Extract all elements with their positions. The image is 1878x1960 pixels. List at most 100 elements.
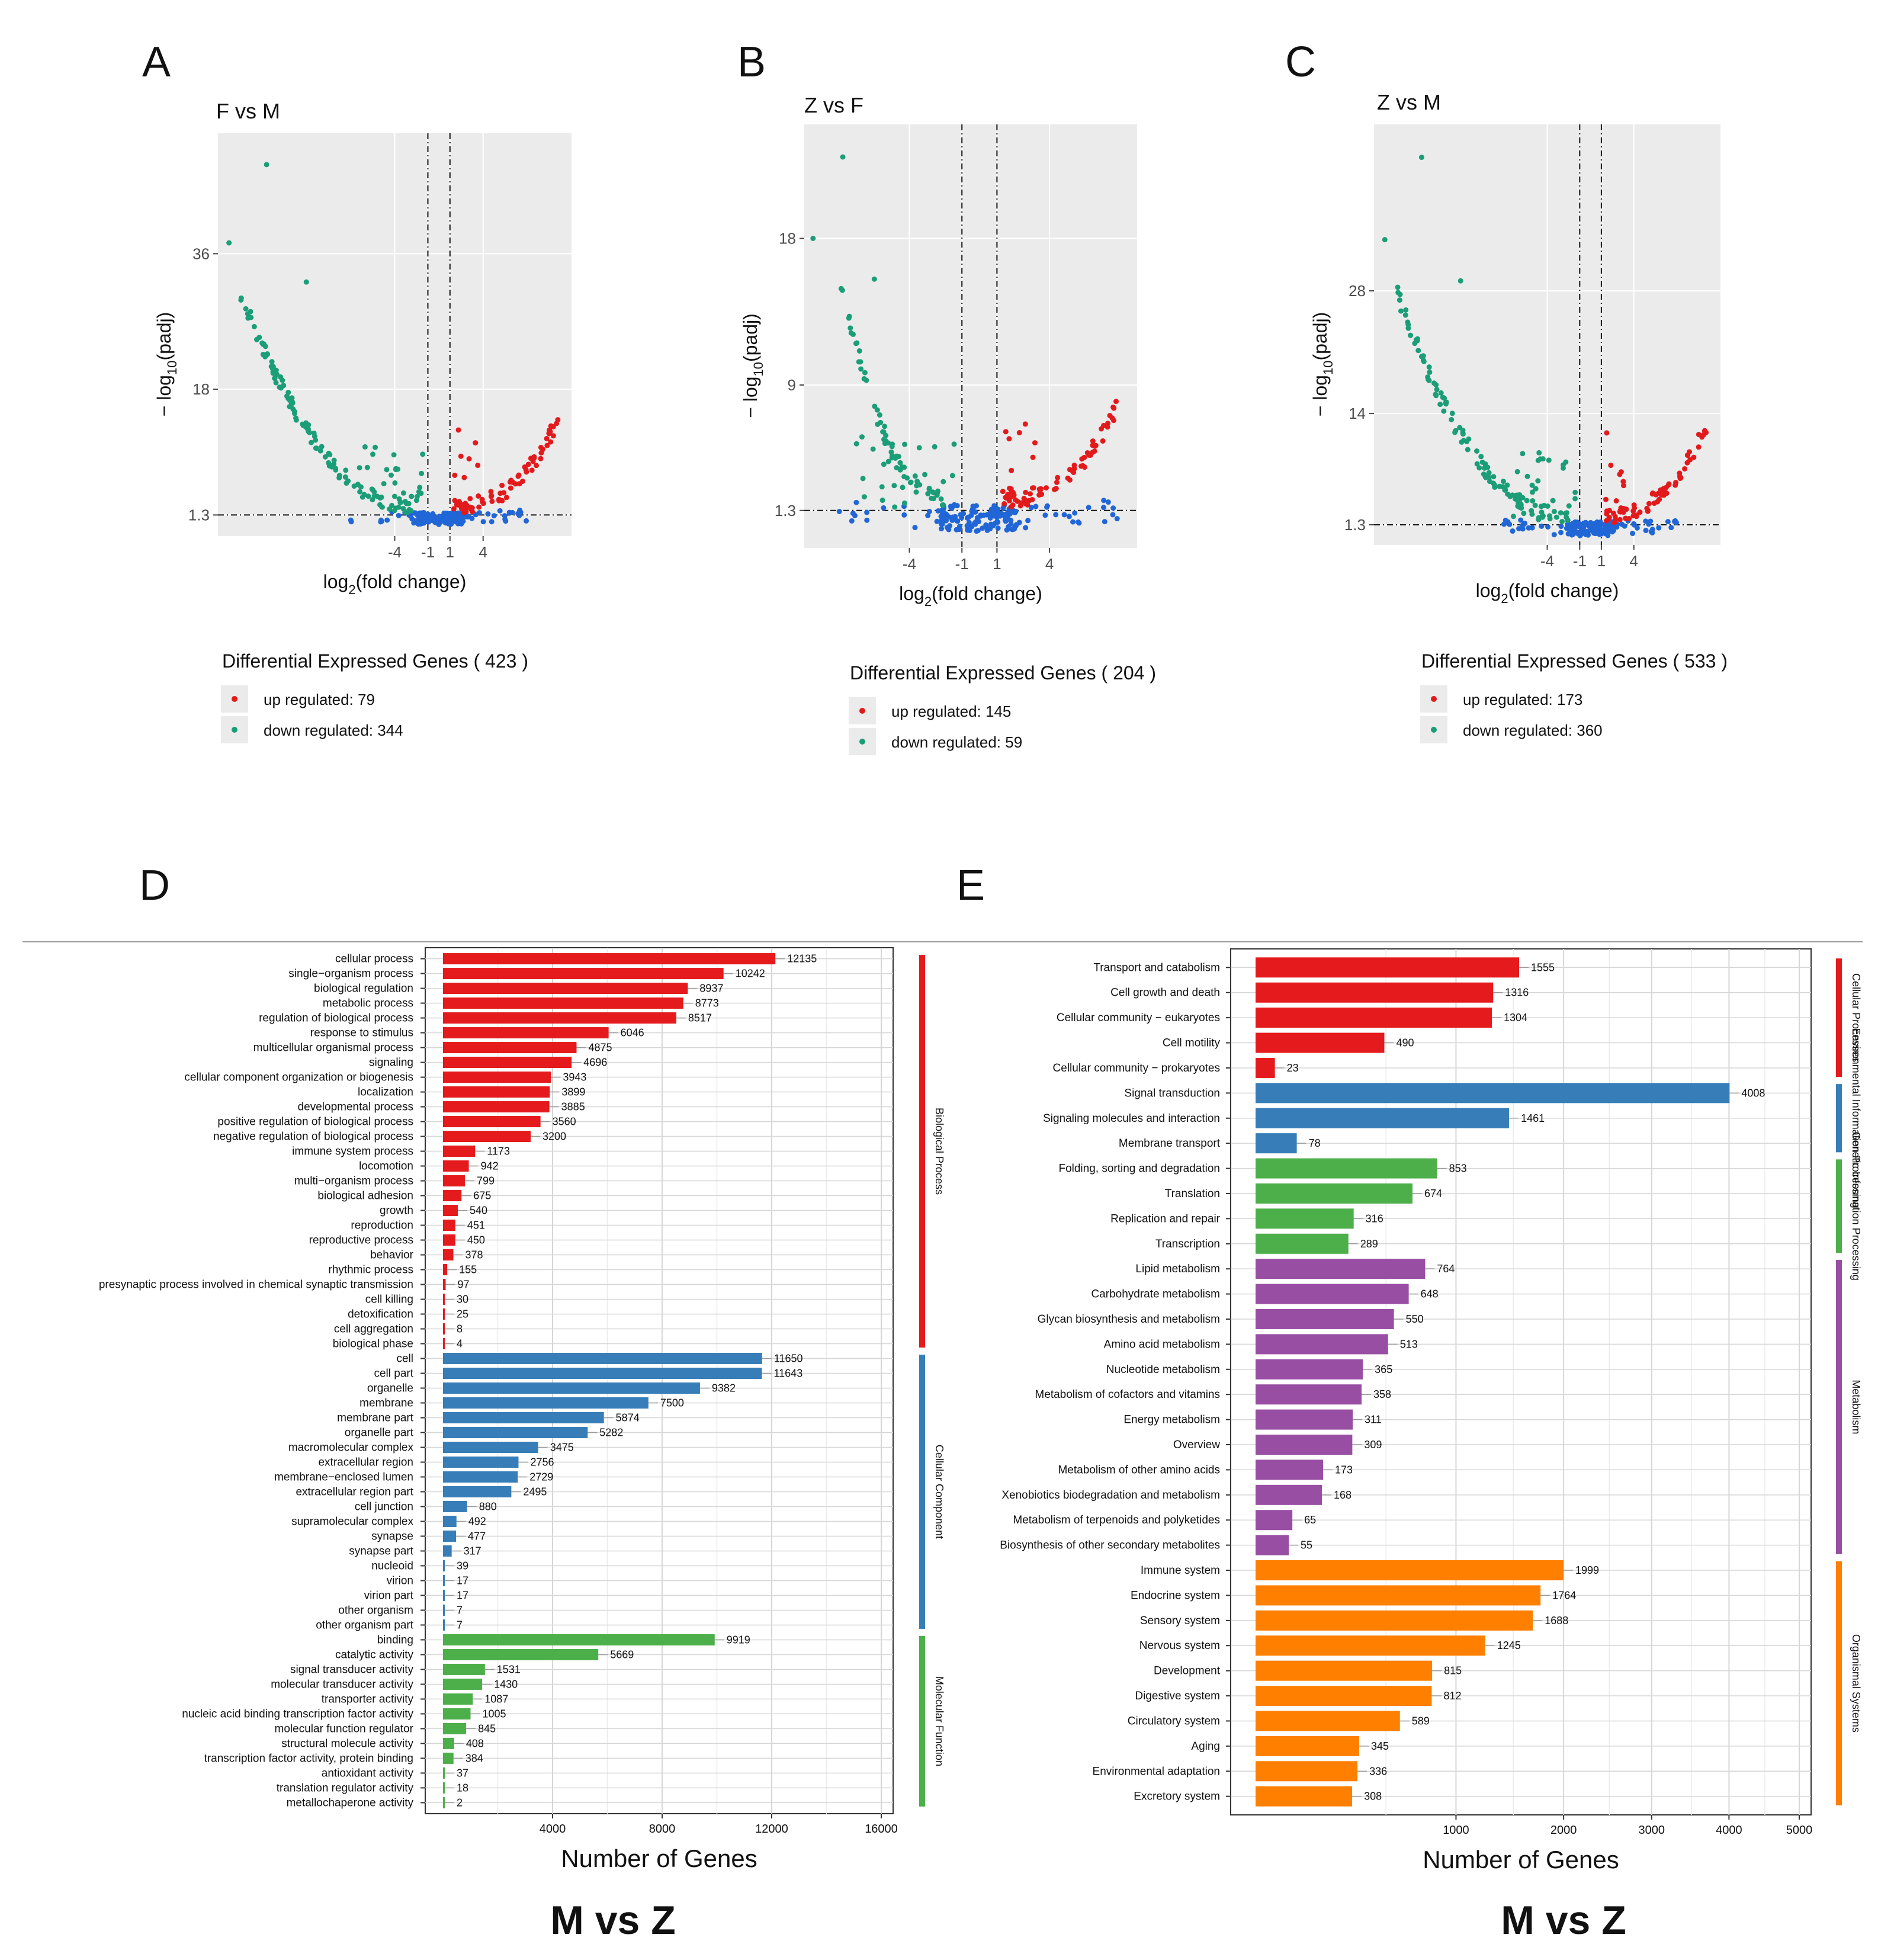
data-point-ns bbox=[1003, 518, 1009, 524]
data-label: 317 bbox=[464, 1545, 481, 1557]
data-point-down bbox=[414, 493, 420, 499]
x-axis-label-main: log bbox=[323, 571, 349, 592]
data-point-down bbox=[1546, 513, 1552, 519]
data-point-down bbox=[1485, 473, 1491, 479]
data-point-up bbox=[1003, 495, 1009, 501]
data-point-down bbox=[1530, 498, 1536, 504]
category-label: biological regulation bbox=[314, 983, 413, 995]
data-point-down bbox=[330, 463, 336, 469]
data-point-ns bbox=[864, 517, 870, 523]
y-axis-label: − log10(padj) bbox=[740, 313, 766, 418]
data-point-ns bbox=[425, 515, 431, 521]
data-point-up bbox=[1610, 511, 1616, 517]
data-label: 358 bbox=[1373, 1388, 1391, 1400]
data-point-ns bbox=[972, 509, 978, 515]
data-point-down bbox=[863, 377, 869, 383]
data-point-ns bbox=[1577, 521, 1583, 527]
data-point-down bbox=[861, 494, 867, 500]
data-point-ns bbox=[419, 510, 425, 516]
data-point-ns bbox=[1072, 510, 1078, 516]
data-label: 6046 bbox=[621, 1027, 644, 1039]
bar bbox=[443, 1205, 458, 1217]
data-point-down bbox=[892, 504, 898, 510]
bar bbox=[443, 1160, 469, 1172]
y-axis-label-main: − log bbox=[1309, 375, 1331, 416]
category-label: supramolecular complex bbox=[291, 1515, 413, 1528]
data-point-ns bbox=[975, 528, 981, 534]
data-point-ns bbox=[384, 517, 390, 523]
x-tick-label: 1 bbox=[446, 543, 454, 561]
data-point-down bbox=[1519, 495, 1524, 501]
plot-title: F vs M bbox=[216, 99, 280, 123]
group-label: Organismal Systems bbox=[1850, 1634, 1862, 1733]
bar bbox=[443, 1308, 445, 1320]
data-point-up bbox=[1092, 443, 1098, 449]
data-point-ns bbox=[959, 515, 965, 521]
bar bbox=[1256, 1409, 1353, 1430]
bar bbox=[443, 1382, 700, 1394]
data-point-down bbox=[900, 485, 906, 490]
data-point-down bbox=[1459, 439, 1465, 445]
data-point-ns bbox=[901, 512, 907, 518]
data-point-ns bbox=[1632, 522, 1638, 528]
data-point-ns bbox=[994, 515, 1000, 521]
data-point-down bbox=[402, 509, 408, 515]
data-point-down bbox=[932, 444, 938, 450]
bar bbox=[443, 1220, 455, 1231]
data-point-up bbox=[1682, 466, 1688, 472]
data-point-ns bbox=[485, 511, 491, 517]
data-point-down bbox=[273, 380, 279, 386]
panel-label: C bbox=[1285, 39, 1316, 86]
category-label: Environmental adaptation bbox=[1093, 1765, 1220, 1778]
bar bbox=[443, 1574, 445, 1586]
x-tick-label: -4 bbox=[903, 555, 916, 573]
data-point-down bbox=[314, 445, 320, 451]
data-point-down bbox=[913, 489, 919, 495]
legend-label-down: down regulated: 59 bbox=[891, 733, 1022, 751]
group-strip bbox=[1836, 1159, 1842, 1253]
category-label: molecular transducer activity bbox=[271, 1678, 413, 1690]
category-label: signal transducer activity bbox=[290, 1663, 414, 1676]
data-point-ns bbox=[1110, 512, 1116, 518]
data-point-down bbox=[850, 331, 856, 337]
x-axis-label: log2(fold change) bbox=[1476, 580, 1619, 606]
data-label: 309 bbox=[1364, 1439, 1382, 1451]
data-point-down bbox=[373, 444, 378, 450]
legend: Differential Expressed Genes ( 423 ) up r… bbox=[221, 650, 528, 743]
y-axis-label-sub: 10 bbox=[751, 362, 766, 376]
data-point-up bbox=[1027, 491, 1033, 497]
data-point-up bbox=[1677, 476, 1683, 482]
data-point-up bbox=[1021, 495, 1027, 501]
data-point-down bbox=[313, 437, 319, 443]
x-tick-label: -1 bbox=[1573, 552, 1587, 570]
data-label: 942 bbox=[481, 1160, 499, 1172]
group-strip bbox=[1836, 1259, 1842, 1554]
data-point-ns bbox=[491, 513, 497, 519]
data-point-ns bbox=[1013, 508, 1019, 514]
bar bbox=[443, 1412, 604, 1423]
data-point-down bbox=[885, 458, 891, 464]
data-point-up bbox=[467, 496, 473, 502]
legend: Differential Expressed Genes ( 533 ) up r… bbox=[1420, 650, 1728, 743]
category-label: reproduction bbox=[351, 1220, 413, 1232]
data-label: 2729 bbox=[529, 1471, 553, 1483]
category-label: cellular process bbox=[335, 953, 413, 965]
data-point-down bbox=[1460, 428, 1466, 434]
data-point-ns bbox=[1516, 525, 1522, 531]
data-point-down bbox=[392, 480, 398, 486]
bar bbox=[1256, 1308, 1394, 1329]
data-point-up bbox=[1071, 470, 1077, 476]
data-point-ns bbox=[1012, 526, 1017, 532]
data-label: 17 bbox=[457, 1574, 468, 1586]
data-point-ns bbox=[1501, 521, 1507, 527]
data-point-ns bbox=[945, 525, 951, 531]
group-label: Cellular Component bbox=[933, 1445, 945, 1539]
data-point-down bbox=[810, 236, 816, 241]
data-point-down bbox=[371, 489, 377, 495]
data-point-ns bbox=[988, 521, 994, 527]
data-point-down bbox=[930, 496, 936, 502]
data-label: 78 bbox=[1309, 1137, 1321, 1149]
data-point-ns bbox=[1672, 518, 1678, 524]
category-label: Folding, sorting and degradation bbox=[1058, 1163, 1220, 1175]
